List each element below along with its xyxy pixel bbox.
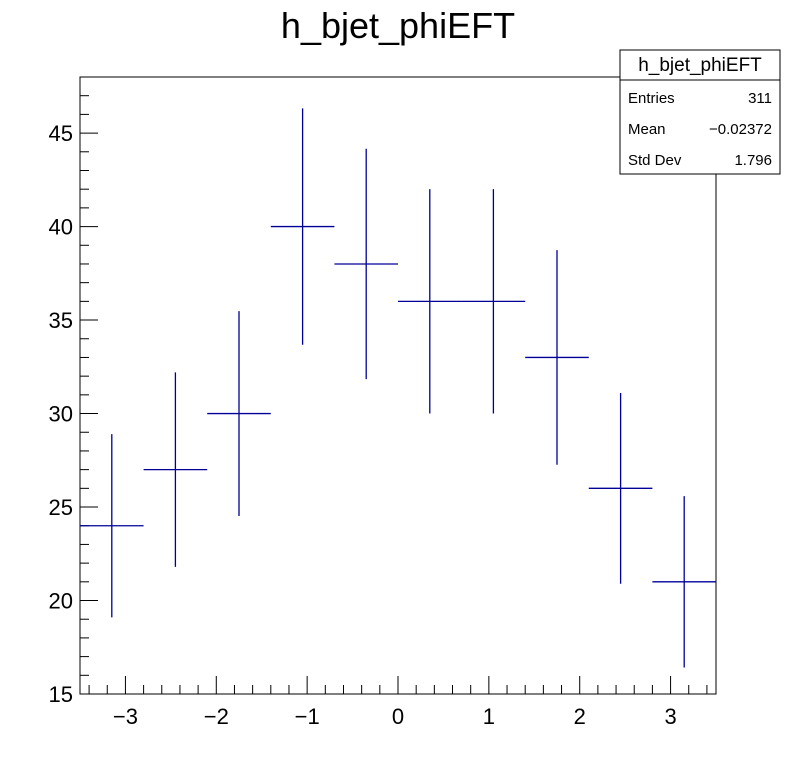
x-tick-label: 1 (483, 704, 495, 729)
stats-entries-label: Entries (628, 90, 675, 107)
histogram-bin (270, 108, 335, 345)
histogram-bin (80, 434, 144, 618)
x-tick-label: −3 (113, 704, 138, 729)
y-tick-label: 15 (49, 682, 73, 707)
histogram-bin (334, 148, 398, 380)
stats-mean-value: −0.02372 (709, 121, 772, 138)
histogram-bin (143, 372, 208, 567)
stats-box-frame (619, 49, 781, 175)
x-tick-label: 0 (392, 704, 404, 729)
histogram-bin (398, 189, 462, 414)
stats-mean-label: Mean (628, 121, 666, 138)
x-tick-label: 2 (574, 704, 586, 729)
histogram-bin (652, 496, 716, 668)
stats-stddev-label: Std Dev (628, 152, 682, 169)
histogram-bin (207, 311, 271, 517)
axis-tick-labels: −3 −2 −1 0 1 2 3 15 20 25 30 35 40 45 (49, 121, 677, 729)
x-tick-label: 3 (664, 704, 676, 729)
histogram-bin (588, 392, 653, 584)
axis-ticks (80, 76, 708, 695)
stats-stddev-value: 1.796 (734, 152, 772, 169)
x-tick-label: −1 (295, 704, 320, 729)
stats-box-title: h_bjet_phiEFT (638, 55, 762, 76)
stats-entries-value: 311 (748, 90, 772, 107)
y-tick-label: 20 (49, 589, 73, 614)
x-tick-label: −2 (204, 704, 229, 729)
y-tick-label: 35 (49, 308, 73, 333)
histogram-bins (80, 108, 716, 668)
histogram-bin (461, 189, 526, 414)
y-tick-label: 30 (49, 402, 73, 427)
y-tick-label: 40 (49, 215, 73, 240)
y-tick-label: 25 (49, 495, 73, 520)
histogram-bin (525, 250, 589, 465)
y-tick-label: 45 (49, 121, 73, 146)
chart-title: h_bjet_phiEFT (281, 5, 515, 46)
stats-box: h_bjet_phiEFT Entries 311 Mean −0.02372 … (619, 49, 781, 175)
